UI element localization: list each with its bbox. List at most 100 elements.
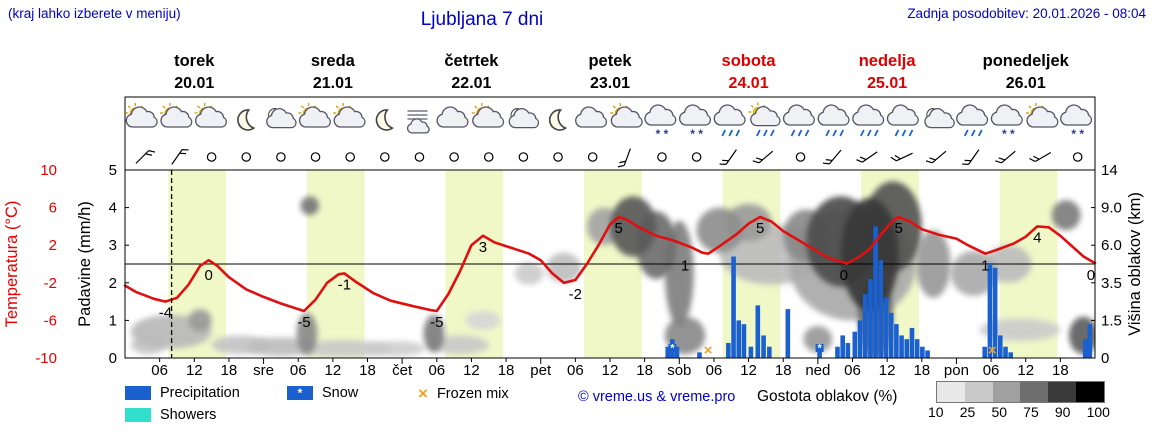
precip-bar [857, 320, 863, 358]
wind-calm-icon [795, 152, 806, 162]
day-date: 23.01 [590, 75, 630, 92]
weather-icon-mooncloud [266, 108, 297, 129]
sun-ray [750, 104, 754, 108]
weather-icon-raincloud [852, 104, 885, 137]
cloud-shape [750, 106, 781, 127]
wind-calm-icon [483, 152, 494, 162]
temp-point-label: 0 [1087, 267, 1095, 284]
density-tick-label: 10 [928, 404, 944, 420]
temp-point-label: 3 [479, 239, 487, 256]
wind-barb-tick [929, 157, 936, 161]
weather-icon-mooncloud [508, 108, 540, 129]
precip-bar [925, 350, 930, 358]
raindrop [804, 129, 810, 137]
density-scale-segment [1076, 382, 1104, 402]
cloud-shape [406, 118, 430, 134]
temp-point-label: 5 [614, 220, 622, 237]
day-name: četrtek [444, 52, 499, 70]
precip-bar [741, 324, 747, 358]
cloud-blob [950, 250, 997, 296]
precip-bar [785, 309, 791, 358]
temp-point-label: -2 [569, 286, 582, 303]
temperature-curve [123, 215, 1097, 313]
wind-barb-icon [171, 149, 189, 165]
weather-icon-suncloud [125, 103, 158, 128]
density-tick-label: 50 [991, 404, 1008, 420]
wind-barb-tick [925, 160, 933, 164]
precip-bar [748, 346, 754, 358]
temperature-axis-title: Temperatura (°C) [3, 201, 21, 328]
wind-calm-icon [414, 152, 425, 162]
wind-barb-tick [756, 157, 763, 161]
raindrop [756, 129, 761, 137]
precip-bar [1008, 352, 1014, 358]
wind-barb-icon [752, 150, 774, 164]
hour-tick-label: 06 [290, 362, 307, 379]
day-abbr-label: čet [392, 362, 413, 379]
temp-tick-label: -10 [35, 350, 57, 367]
precip-bar [731, 256, 736, 358]
wind-barb-tick [894, 154, 901, 160]
weather-icon-snowcloud: * * [644, 104, 677, 141]
sun-ray [127, 105, 131, 109]
cloud-shape [436, 106, 469, 128]
cloud-shape [160, 106, 193, 128]
weather-icon-snowcloud: * * [990, 104, 1023, 141]
cloud-height-tick-label: 1.5 [1101, 312, 1122, 329]
density-tick-label: 90 [1054, 404, 1071, 420]
raindrop [874, 129, 879, 137]
cloud-shape [956, 104, 989, 126]
weather-icon-raincloud [886, 104, 919, 137]
wind-barb-shaft [725, 149, 737, 165]
wind-barb-icon [617, 148, 631, 168]
sun-ray [162, 105, 166, 109]
day-name: sobota [722, 52, 777, 70]
wind-calm-icon [241, 152, 252, 162]
wind-barb-tick [619, 160, 626, 164]
precip-bar [982, 346, 988, 358]
wind-barb-tick [722, 159, 729, 162]
raindrop [763, 129, 768, 137]
cloud-density-scale [936, 381, 1105, 403]
day-abbr-label: sob [667, 362, 691, 379]
precip-bar [1003, 346, 1008, 358]
weather-icon-moon [237, 109, 256, 131]
cloud-shape [713, 104, 746, 126]
snow-marker-icon [668, 344, 677, 352]
hour-tick-label: 18 [221, 362, 238, 379]
precip-bar [817, 350, 822, 358]
cloud-shape [333, 106, 366, 128]
wind-calm-icon [449, 152, 459, 162]
cloud-blob [803, 326, 833, 353]
raindrop [860, 129, 865, 137]
wind-calm-icon [587, 152, 598, 162]
snow-label: Snow [322, 385, 359, 401]
raindrop [901, 129, 907, 137]
precip-tick-label: 1 [109, 312, 117, 329]
legend-frozen-mix: × Frozen mix [418, 385, 509, 402]
wind-barb-shaft [171, 149, 183, 165]
temp-point-label: 1 [681, 258, 689, 275]
weather-icon-moon [375, 109, 394, 131]
temp-tick-label: -2 [44, 275, 57, 292]
precip-bar [840, 335, 845, 358]
wind-calm-icon [380, 152, 390, 162]
weather-icon-suncloud [471, 103, 505, 128]
cloud-blob [298, 340, 391, 358]
precipitation-label: Precipitation [160, 385, 240, 401]
precip-bar [835, 346, 840, 358]
wind-calm-icon [310, 152, 321, 162]
credit-link[interactable]: © vreme.us & vreme.pro [578, 389, 736, 405]
wind-barb-icon [995, 150, 1016, 164]
x-axis-labels: 06 12 18 06 12 18 06 12 18 06 12 18 06 12 18 06 12 18 06 12… [151, 362, 1068, 379]
precip-bar [888, 312, 894, 358]
cloud-shape [194, 106, 227, 128]
precip-bar [755, 305, 761, 358]
weather-icon-raincloud [956, 104, 989, 137]
cloud-shape [1060, 104, 1093, 126]
precipitation-swatch-icon [125, 386, 151, 400]
cloud-height-tick-label: 9.0 [1101, 200, 1122, 217]
cloud-shape [125, 106, 158, 128]
wind-barb-shaft [758, 150, 774, 164]
cloud-shape [678, 104, 711, 126]
